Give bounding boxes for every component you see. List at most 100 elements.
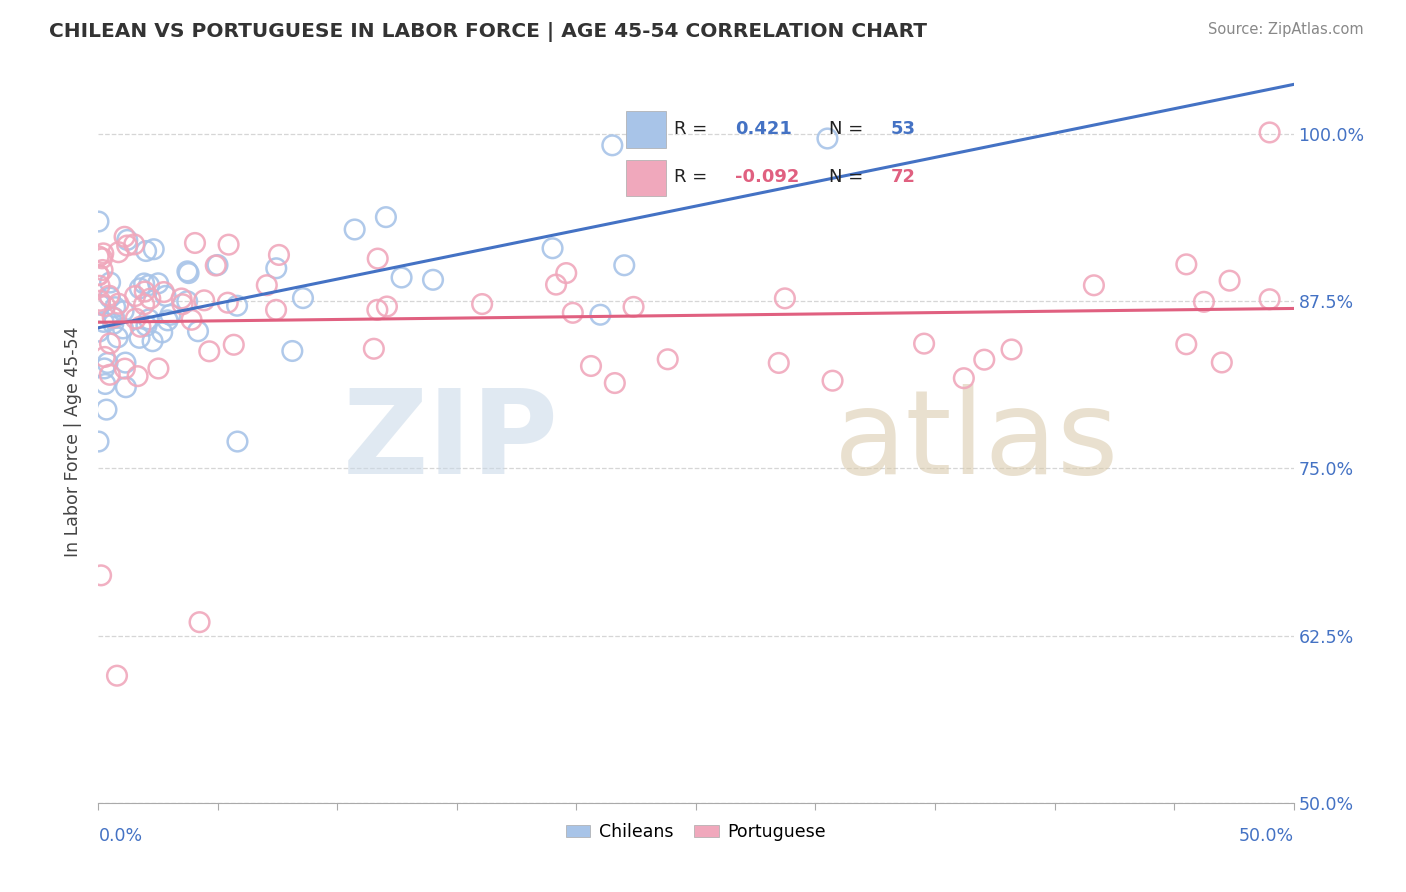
Point	[1192, 294, 1215, 309]
Point	[207, 258, 229, 272]
Point	[170, 292, 193, 306]
Point	[117, 233, 139, 247]
Point	[603, 376, 626, 390]
Point	[815, 131, 838, 145]
Y-axis label: In Labor Force | Age 45-54: In Labor Force | Age 45-54	[65, 326, 83, 557]
Point	[148, 361, 170, 376]
Point	[1258, 126, 1281, 140]
Point	[953, 371, 976, 385]
Point	[98, 276, 121, 290]
Point	[87, 325, 110, 339]
Point	[256, 278, 278, 293]
Point	[579, 359, 602, 373]
Point	[91, 263, 114, 277]
Point	[138, 312, 160, 326]
Point	[107, 330, 129, 344]
Point	[198, 344, 221, 359]
Point	[821, 374, 844, 388]
Point	[177, 266, 200, 280]
Text: Source: ZipAtlas.com: Source: ZipAtlas.com	[1208, 22, 1364, 37]
Point	[180, 312, 202, 326]
Point	[188, 615, 211, 630]
Point	[87, 268, 110, 283]
Point	[267, 248, 290, 262]
Point	[98, 289, 121, 303]
Point	[98, 291, 121, 305]
Point	[159, 308, 181, 322]
Legend: Chileans, Portuguese: Chileans, Portuguese	[560, 816, 832, 848]
Point	[132, 297, 155, 311]
Point	[187, 324, 209, 338]
Point	[1175, 257, 1198, 271]
Point	[101, 310, 124, 325]
Point	[103, 310, 125, 325]
Point	[124, 311, 146, 326]
Point	[291, 291, 314, 305]
Point	[98, 368, 121, 382]
Point	[104, 300, 127, 314]
Point	[111, 321, 134, 335]
Text: atlas: atlas	[834, 384, 1119, 499]
Point	[973, 352, 995, 367]
Point	[768, 356, 790, 370]
Point	[217, 295, 239, 310]
Point	[91, 246, 114, 260]
Point	[544, 277, 567, 292]
Point	[139, 292, 162, 306]
Point	[87, 434, 110, 449]
Point	[623, 300, 645, 314]
Point	[87, 250, 110, 264]
Point	[155, 289, 177, 303]
Point	[129, 319, 152, 334]
Point	[602, 138, 624, 153]
Point	[91, 252, 114, 266]
Point	[1258, 292, 1281, 306]
Point	[87, 268, 110, 282]
Point	[541, 241, 564, 255]
Point	[89, 293, 111, 308]
Point	[226, 434, 249, 449]
Point	[471, 297, 494, 311]
Point	[176, 264, 198, 278]
Point	[128, 331, 150, 345]
Point	[94, 376, 117, 391]
Point	[204, 259, 226, 273]
Point	[103, 317, 125, 331]
Point	[89, 278, 111, 293]
Point	[218, 237, 240, 252]
Point	[657, 352, 679, 367]
Point	[363, 342, 385, 356]
Point	[90, 568, 112, 582]
Point	[142, 242, 165, 256]
Point	[115, 238, 138, 252]
Point	[156, 313, 179, 327]
Point	[114, 229, 136, 244]
Point	[94, 299, 117, 313]
Point	[222, 338, 245, 352]
Point	[264, 261, 287, 276]
Point	[176, 294, 198, 309]
Point	[142, 334, 165, 349]
Point	[135, 244, 157, 258]
Point	[1083, 278, 1105, 293]
Point	[343, 222, 366, 236]
Point	[112, 304, 135, 318]
Point	[374, 210, 396, 224]
Point	[96, 356, 118, 370]
Point	[773, 291, 796, 305]
Point	[1175, 337, 1198, 351]
Text: 0.0%: 0.0%	[98, 827, 142, 845]
Point	[96, 402, 118, 417]
Point	[122, 237, 145, 252]
Point	[114, 361, 136, 376]
Point	[366, 302, 388, 317]
Point	[1000, 343, 1022, 357]
Point	[138, 278, 160, 293]
Point	[1219, 274, 1241, 288]
Point	[134, 277, 156, 291]
Point	[184, 235, 207, 250]
Point	[589, 308, 612, 322]
Point	[135, 318, 157, 333]
Point	[422, 273, 444, 287]
Point	[114, 356, 136, 370]
